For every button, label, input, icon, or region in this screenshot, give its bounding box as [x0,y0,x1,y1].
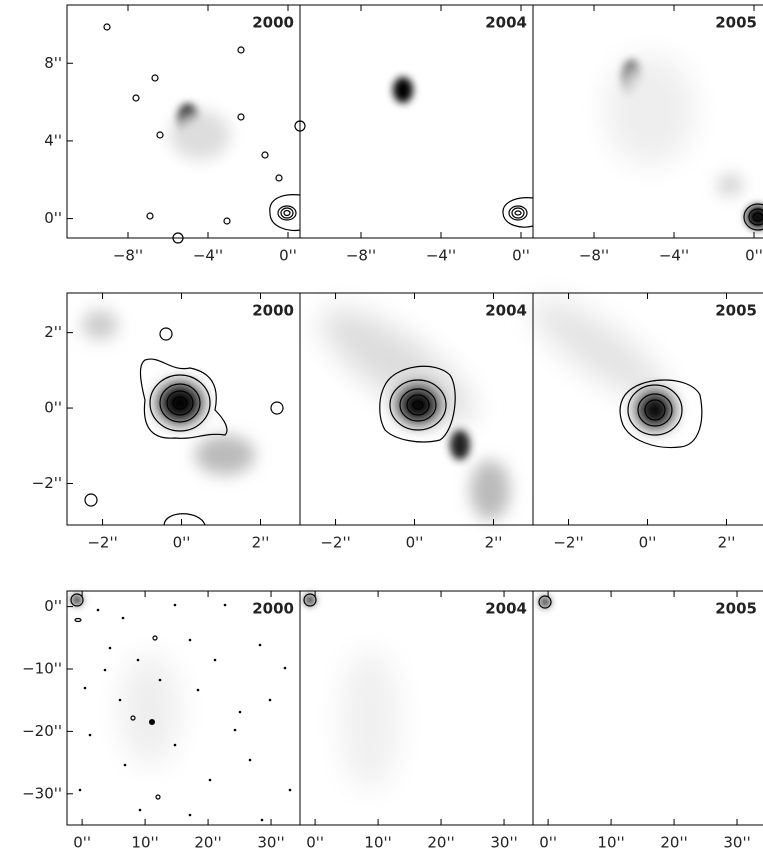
panel-frame [299,590,534,826]
x-tick-label: 20'' [660,834,687,852]
x-tick-label: −4'' [193,247,223,265]
x-tick-label: 0'' [73,834,91,852]
panel-title: 2000 [252,302,294,320]
panel-title: 2005 [715,14,757,32]
y-tick-label: 4'' [44,131,62,149]
x-tick-label: 0'' [639,534,657,552]
x-tick-label: −8'' [346,247,376,265]
x-tick-label: −4'' [659,247,689,265]
y-tick-label: 8'' [44,54,62,72]
panel-frame [532,590,763,826]
y-tick-label: −30'' [22,784,62,802]
x-tick-label: −4'' [426,247,456,265]
x-tick-label: 10'' [597,834,624,852]
y-tick-label: 2'' [44,323,62,341]
image-content [70,23,763,822]
x-tick-label: 0'' [406,534,424,552]
x-tick-label: 0'' [512,247,530,265]
x-tick-label: −8'' [113,247,143,265]
panel-frame [66,590,301,826]
panel-title: 2000 [252,14,294,32]
x-tick-label: 2'' [718,534,736,552]
x-tick-label: −2'' [87,534,117,552]
x-tick-label: 0'' [539,834,557,852]
y-tick-label: 0'' [44,209,62,227]
x-tick-label: 2'' [252,534,270,552]
panel-title: 2004 [485,302,527,320]
y-tick-label: 0'' [44,597,62,615]
panel-title: 2004 [485,600,527,618]
x-tick-label: 20'' [427,834,454,852]
x-tick-label: 0'' [173,534,191,552]
panel-title: 2005 [715,600,757,618]
panel-title: 2000 [252,600,294,618]
x-tick-label: 2'' [485,534,503,552]
y-tick-label: −2'' [32,474,62,492]
y-tick-label: −10'' [22,660,62,678]
y-tick-label: 0'' [44,399,62,417]
x-tick-label: 30'' [490,834,517,852]
x-tick-label: 30'' [723,834,750,852]
x-tick-label: −2'' [553,534,583,552]
x-tick-label: 10'' [131,834,158,852]
x-tick-label: 20'' [194,834,221,852]
x-tick-label: 10'' [364,834,391,852]
x-tick-label: 0'' [306,834,324,852]
panel-frame [299,4,534,239]
panel-title: 2004 [485,14,527,32]
panel-title: 2005 [715,302,757,320]
panel-frame [532,292,763,526]
x-tick-label: −8'' [579,247,609,265]
x-tick-label: −2'' [320,534,350,552]
y-tick-label: −20'' [22,722,62,740]
x-tick-label: 30'' [257,834,284,852]
x-tick-label: 0'' [745,247,763,265]
x-tick-label: 0'' [279,247,297,265]
panel-frame [532,4,763,239]
